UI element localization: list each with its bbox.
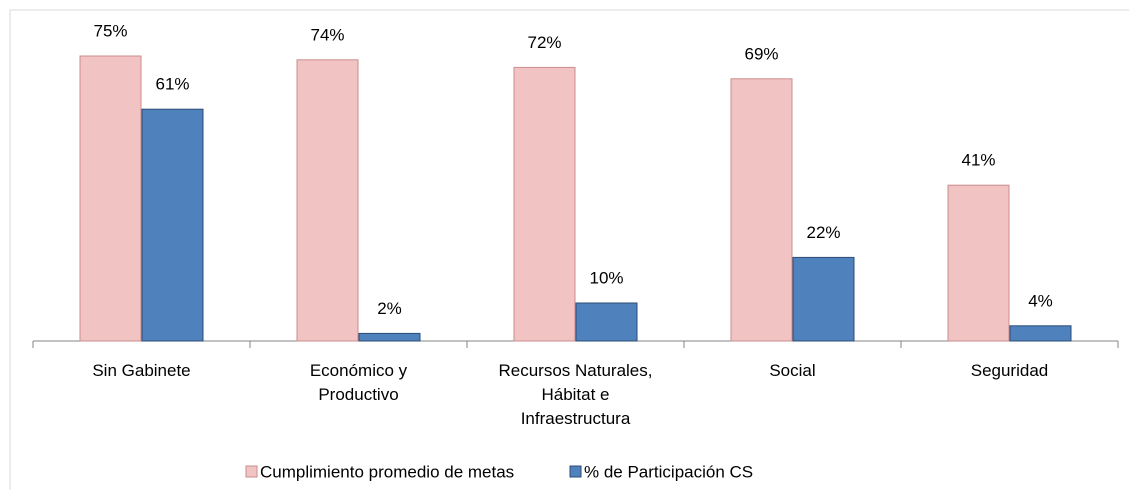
data-label: 4% bbox=[1028, 291, 1053, 310]
x-tick-label: Social bbox=[769, 361, 816, 380]
bar bbox=[296, 59, 359, 342]
bar bbox=[1009, 325, 1072, 342]
data-label: 22% bbox=[806, 223, 840, 242]
bar bbox=[947, 184, 1010, 342]
chart-border bbox=[9, 9, 1129, 490]
x-tick-label: Seguridad bbox=[970, 361, 1049, 380]
data-label: 10% bbox=[589, 268, 623, 287]
x-tick-label: Recursos Naturales, Hábitat e Infraestru… bbox=[498, 361, 653, 428]
data-label: 61% bbox=[155, 75, 189, 94]
bar bbox=[792, 256, 855, 342]
bar bbox=[358, 332, 421, 342]
data-label: 41% bbox=[961, 151, 995, 170]
data-label: 69% bbox=[744, 44, 778, 63]
data-label: 74% bbox=[310, 25, 344, 44]
legend-label: Cumplimiento promedio de metas bbox=[260, 462, 514, 481]
legend-swatch bbox=[569, 465, 582, 478]
bar bbox=[513, 66, 576, 342]
data-label: 75% bbox=[93, 21, 127, 40]
bar bbox=[141, 108, 204, 342]
bar bbox=[730, 78, 793, 342]
legend-swatch bbox=[245, 465, 258, 478]
x-tick-label: Económico y Productivo bbox=[309, 361, 408, 404]
data-label: 2% bbox=[377, 299, 402, 318]
x-tick-label: Sin Gabinete bbox=[92, 361, 191, 380]
bar bbox=[79, 55, 142, 342]
legend-label: % de Participación CS bbox=[584, 462, 753, 481]
bar bbox=[575, 302, 638, 342]
data-label: 72% bbox=[527, 33, 561, 52]
